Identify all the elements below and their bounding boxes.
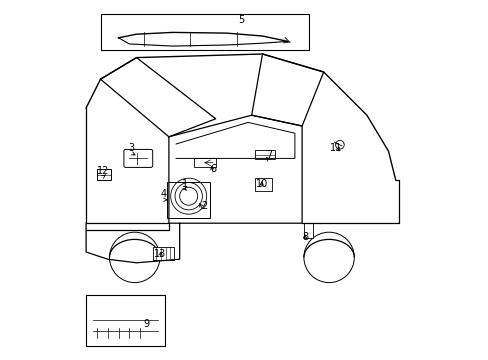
Text: 10: 10 [255,179,267,189]
Text: 11: 11 [329,143,342,153]
Bar [255,150,275,159]
Text: 13: 13 [153,249,166,259]
Text: 12: 12 [97,166,109,176]
Text: 9: 9 [143,319,149,329]
Text: 4: 4 [160,189,166,199]
Bar [194,158,215,167]
Bar [255,178,271,191]
Text: 2: 2 [201,201,207,211]
Bar [167,182,210,218]
Text: 8: 8 [301,232,307,242]
Bar [86,295,165,346]
Text: 3: 3 [128,143,134,153]
Bar [97,169,111,180]
Bar [152,247,174,260]
FancyBboxPatch shape [123,149,152,167]
Text: 6: 6 [210,164,217,174]
Text: 7: 7 [265,150,271,160]
Text: 5: 5 [237,15,244,25]
Bar [101,14,309,50]
Text: 1: 1 [182,179,188,189]
Bar [303,223,312,238]
